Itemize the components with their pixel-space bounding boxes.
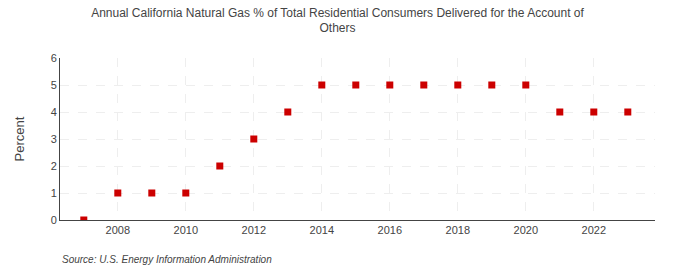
svg-text:2022: 2022 <box>582 224 606 236</box>
svg-text:2014: 2014 <box>310 224 334 236</box>
svg-text:2016: 2016 <box>378 224 402 236</box>
svg-text:3: 3 <box>51 133 57 145</box>
svg-text:Percent: Percent <box>12 116 27 161</box>
svg-text:1: 1 <box>51 187 57 199</box>
svg-text:2018: 2018 <box>446 224 470 236</box>
svg-text:2010: 2010 <box>174 224 198 236</box>
svg-text:4: 4 <box>51 106 57 118</box>
svg-text:Annual California Natural Gas: Annual California Natural Gas % of Total… <box>91 6 584 36</box>
svg-text:2012: 2012 <box>242 224 266 236</box>
svg-text:5: 5 <box>51 79 57 91</box>
svg-text:2020: 2020 <box>514 224 538 236</box>
svg-text:2008: 2008 <box>106 224 130 236</box>
svg-text:6: 6 <box>51 52 57 64</box>
svg-text:2: 2 <box>51 160 57 172</box>
svg-text:Source: U.S. Energy Informatio: Source: U.S. Energy Information Administ… <box>62 254 272 265</box>
svg-text:0: 0 <box>51 214 57 226</box>
